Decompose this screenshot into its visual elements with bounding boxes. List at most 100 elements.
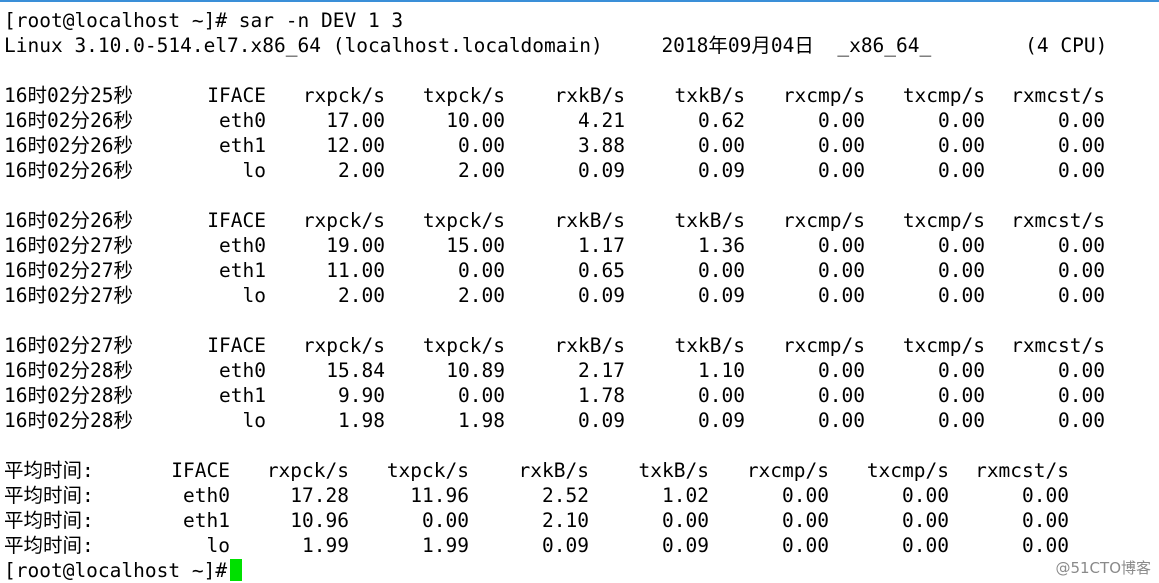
- table-header-row: 16时02分25秒 IFACE rxpck/s txpck/s rxkB/s txkB/s…: [4, 83, 1107, 108]
- average-row: 平均时间: eth1 10.96 0.00 2.10 0.00 0.00 0.00 0.00: [4, 508, 1107, 533]
- value-cell: 2.00: [338, 159, 385, 182]
- value-cell: 0.00: [1058, 159, 1105, 182]
- value-cell: 0.00: [818, 384, 865, 407]
- iface-cell: lo: [206, 534, 230, 557]
- text-cursor[interactable]: [230, 559, 243, 581]
- time-cell: 16时02分27秒: [4, 259, 133, 282]
- value-cell: 1.99: [422, 534, 469, 557]
- sar-output: 16时02分25秒 IFACE rxpck/s txpck/s rxkB/s txkB/s…: [4, 83, 1107, 558]
- value-cell: 0.00: [938, 409, 985, 432]
- value-cell: 0.00: [458, 259, 505, 282]
- watermark-text: @51CTO博客: [1055, 559, 1151, 577]
- iface-cell: IFACE: [207, 84, 266, 107]
- value-cell: txkB/s: [674, 84, 745, 107]
- value-cell: 17.00: [326, 109, 385, 132]
- value-cell: rxpck/s: [302, 334, 385, 357]
- value-cell: rxkB/s: [554, 209, 625, 232]
- table-row: 16时02分27秒 eth0 19.00 15.00 1.17 1.36 0.00 0.00 0…: [4, 233, 1107, 258]
- value-cell: txkB/s: [674, 209, 745, 232]
- watermark: @51CTO博客: [1055, 557, 1151, 578]
- value-cell: 0.00: [938, 259, 985, 282]
- value-cell: rxkB/s: [518, 459, 589, 482]
- value-cell: txpck/s: [422, 209, 505, 232]
- table-row: 16时02分26秒 eth0 17.00 10.00 4.21 0.62 0.00 0.00 0…: [4, 108, 1107, 133]
- value-cell: 10.89: [446, 359, 505, 382]
- value-cell: 0.09: [578, 159, 625, 182]
- value-cell: 0.00: [422, 509, 469, 532]
- iface-cell: lo: [242, 409, 266, 432]
- value-cell: 1.98: [458, 409, 505, 432]
- value-cell: 15.00: [446, 234, 505, 257]
- iface-cell: eth0: [219, 359, 266, 382]
- blank-line: [4, 433, 1107, 458]
- value-cell: txkB/s: [674, 334, 745, 357]
- value-cell: 2.00: [338, 284, 385, 307]
- value-cell: txcmp/s: [902, 209, 985, 232]
- value-cell: 0.09: [662, 534, 709, 557]
- iface-cell: eth0: [219, 234, 266, 257]
- value-cell: 0.00: [1058, 259, 1105, 282]
- value-cell: rxcmp/s: [782, 209, 865, 232]
- value-cell: txkB/s: [638, 459, 709, 482]
- value-cell: 0.09: [578, 409, 625, 432]
- value-cell: 11.00: [326, 259, 385, 282]
- value-cell: 0.00: [818, 234, 865, 257]
- value-cell: 0.00: [902, 484, 949, 507]
- value-cell: 0.00: [1058, 234, 1105, 257]
- table-row: 16时02分28秒 lo 1.98 1.98 0.09 0.09 0.00 0.00 0.00: [4, 408, 1107, 433]
- value-cell: 0.00: [818, 109, 865, 132]
- value-cell: 1.10: [698, 359, 745, 382]
- time-cell: 16时02分26秒: [4, 134, 133, 157]
- iface-cell: lo: [242, 284, 266, 307]
- value-cell: rxkB/s: [554, 84, 625, 107]
- table-header-row: 16时02分26秒 IFACE rxpck/s txpck/s rxkB/s txkB/s…: [4, 208, 1107, 233]
- value-cell: 0.00: [782, 534, 829, 557]
- iface-cell: lo: [242, 159, 266, 182]
- table-header-row: 16时02分27秒 IFACE rxpck/s txpck/s rxkB/s txkB/s…: [4, 333, 1107, 358]
- table-row: 16时02分26秒 lo 2.00 2.00 0.09 0.09 0.00 0.00 0.00: [4, 158, 1107, 183]
- value-cell: 0.00: [1058, 284, 1105, 307]
- average-row: 平均时间: lo 1.99 1.99 0.09 0.09 0.00 0.00 0.00: [4, 533, 1107, 558]
- value-cell: 0.09: [542, 534, 589, 557]
- value-cell: 0.00: [698, 259, 745, 282]
- value-cell: 0.00: [1022, 534, 1069, 557]
- value-cell: 1.02: [662, 484, 709, 507]
- value-cell: 0.00: [782, 509, 829, 532]
- value-cell: 15.84: [326, 359, 385, 382]
- blank-line: [4, 183, 1107, 208]
- value-cell: 0.00: [818, 359, 865, 382]
- value-cell: 10.00: [446, 109, 505, 132]
- table-row: 16时02分26秒 eth1 12.00 0.00 3.88 0.00 0.00 0.00 0.…: [4, 133, 1107, 158]
- value-cell: 0.00: [818, 409, 865, 432]
- table-row: 16时02分27秒 lo 2.00 2.00 0.09 0.09 0.00 0.00 0.00: [4, 283, 1107, 308]
- value-cell: 0.00: [458, 384, 505, 407]
- time-cell: 16时02分26秒: [4, 209, 133, 232]
- value-cell: 12.00: [326, 134, 385, 157]
- value-cell: rxcmp/s: [782, 334, 865, 357]
- blank-line: [4, 308, 1107, 333]
- value-cell: 2.17: [578, 359, 625, 382]
- value-cell: 0.09: [698, 409, 745, 432]
- value-cell: 0.00: [1058, 409, 1105, 432]
- value-cell: 0.00: [902, 509, 949, 532]
- value-cell: txcmp/s: [902, 334, 985, 357]
- final-prompt-line[interactable]: [root@localhost ~]#: [4, 558, 1107, 583]
- value-cell: rxcmp/s: [746, 459, 829, 482]
- value-cell: txcmp/s: [866, 459, 949, 482]
- value-cell: 0.00: [938, 159, 985, 182]
- value-cell: rxmcst/s: [1011, 209, 1105, 232]
- value-cell: 17.28: [290, 484, 349, 507]
- value-cell: 0.00: [698, 384, 745, 407]
- time-cell: 16时02分25秒: [4, 84, 133, 107]
- value-cell: 0.65: [578, 259, 625, 282]
- average-row: 平均时间: eth0 17.28 11.96 2.52 1.02 0.00 0.00 0.00: [4, 483, 1107, 508]
- value-cell: 0.00: [458, 134, 505, 157]
- value-cell: 0.00: [1022, 509, 1069, 532]
- value-cell: 0.09: [698, 284, 745, 307]
- iface-cell: eth1: [219, 134, 266, 157]
- value-cell: 19.00: [326, 234, 385, 257]
- value-cell: rxcmp/s: [782, 84, 865, 107]
- value-cell: 1.36: [698, 234, 745, 257]
- time-cell: 16时02分27秒: [4, 334, 133, 357]
- value-cell: 0.62: [698, 109, 745, 132]
